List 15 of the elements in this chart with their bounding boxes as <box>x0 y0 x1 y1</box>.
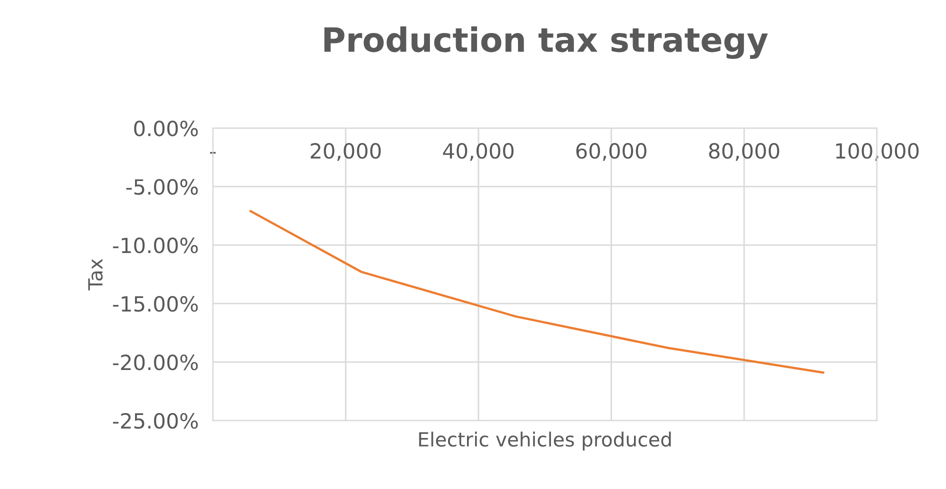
x-tick-label: 100,000 <box>836 143 919 161</box>
y-tick-label: 0.00% <box>134 120 198 136</box>
y-tick-label: -25.00% <box>113 412 198 429</box>
y-tick-label: -15.00% <box>113 296 198 312</box>
y-tick-label: -5.00% <box>126 179 198 195</box>
x-tick-label: 40,000 <box>443 143 514 161</box>
y-axis-title: Tax <box>88 258 103 290</box>
line-series <box>250 210 824 374</box>
y-tick-label: -20.00% <box>113 354 198 370</box>
x-tick-label: 60,000 <box>576 143 646 161</box>
x-axis-title: Electric vehicles produced <box>419 432 671 450</box>
y-tick-label: -10.00% <box>113 238 198 254</box>
chart-title: Production tax strategy <box>324 26 768 59</box>
x-tick-label: 80,000 <box>709 143 780 161</box>
x-tick-label: 20,000 <box>310 143 381 161</box>
